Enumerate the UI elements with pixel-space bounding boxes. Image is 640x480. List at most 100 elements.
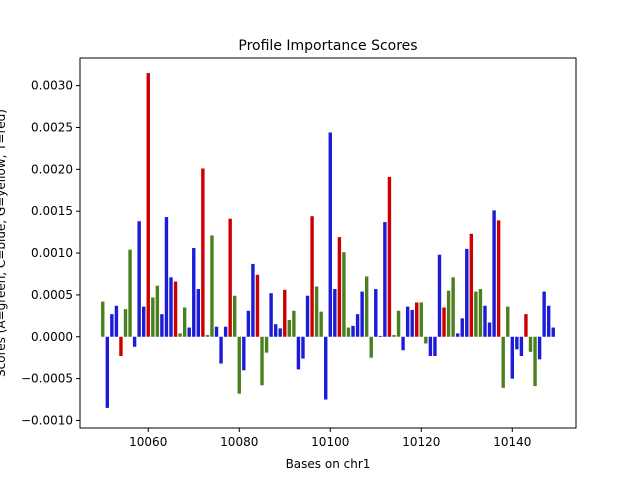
bar-10109 (369, 336, 373, 358)
y-tick-label: 0.0015 (31, 204, 73, 218)
bar-10097 (314, 286, 319, 337)
bar-10095 (305, 295, 310, 337)
bar-10092 (292, 310, 296, 337)
bar-10118 (410, 309, 414, 337)
x-tick-label: 10140 (493, 435, 531, 449)
bar-10129 (460, 318, 464, 337)
bar-10087 (269, 293, 273, 337)
bar-10075 (214, 326, 219, 337)
bar-10050 (101, 301, 105, 337)
bar-10126 (446, 290, 451, 337)
bar-10128 (455, 333, 460, 337)
bar-10082 (246, 310, 251, 337)
bar-10076 (219, 336, 223, 364)
bar-10084 (255, 274, 260, 337)
bar-10088 (273, 324, 278, 337)
bar-10063 (160, 314, 164, 337)
bar-10051 (105, 336, 110, 408)
x-tick-label: 10100 (311, 435, 349, 449)
y-axis-label: Scores (A=green, C=blue, G=yellow, T=red… (0, 109, 8, 377)
bar-10058 (137, 221, 141, 337)
bar-10052 (110, 314, 114, 337)
bar-10137 (496, 220, 501, 337)
bar-10054 (119, 336, 123, 357)
bar-10117 (405, 306, 410, 337)
bar-10108 (364, 276, 369, 337)
bar-10094 (301, 336, 305, 359)
bar-10081 (242, 336, 246, 371)
y-tick-label: 0.0000 (31, 330, 73, 344)
bar-10062 (155, 285, 160, 337)
bar-10064 (164, 217, 169, 337)
bar-10148 (546, 305, 551, 337)
bar-10100 (328, 132, 332, 337)
bar-10106 (355, 314, 360, 337)
bar-10077 (223, 326, 228, 337)
bar-10067 (178, 333, 182, 337)
bar-10144 (528, 336, 533, 352)
bar-10083 (251, 263, 255, 337)
x-tick-label: 10060 (129, 435, 167, 449)
bar-10124 (437, 254, 442, 337)
bar-10089 (278, 328, 282, 337)
y-tick-label: 0.0010 (31, 246, 73, 260)
bar-10107 (360, 291, 364, 337)
bar-10093 (296, 336, 301, 370)
bar-10070 (192, 248, 196, 337)
bar-10061 (151, 297, 155, 337)
y-tick-label: −0.0010 (21, 413, 73, 427)
bar-10069 (187, 327, 191, 337)
bar-10068 (182, 307, 187, 337)
y-tick-label: −0.0005 (21, 372, 73, 386)
bar-10060 (146, 73, 150, 337)
bar-10090 (283, 289, 287, 337)
bar-10110 (374, 289, 378, 337)
bar-10143 (524, 314, 528, 337)
y-tick-label: 0.0025 (31, 120, 73, 134)
bar-10053 (114, 305, 119, 337)
bar-10149 (551, 327, 555, 337)
bar-10103 (342, 252, 346, 337)
bar-10104 (346, 327, 351, 337)
bar-10122 (428, 336, 433, 357)
bar-10112 (383, 222, 387, 337)
bar-10074 (210, 235, 214, 337)
bar-10102 (337, 237, 342, 337)
bar-10140 (510, 336, 514, 379)
bar-10119 (415, 302, 419, 337)
bar-10146 (537, 336, 542, 360)
bar-10132 (474, 291, 478, 337)
bar-10105 (351, 325, 355, 337)
bar-10099 (324, 336, 328, 400)
bar-10080 (237, 336, 241, 394)
bar-10071 (196, 289, 201, 337)
bar-10120 (419, 302, 423, 337)
bar-10135 (487, 322, 492, 337)
bar-10086 (264, 336, 269, 353)
bar-10073 (205, 335, 210, 337)
bar-10136 (492, 210, 496, 337)
plot-frame (79, 57, 577, 429)
bar-10055 (123, 309, 128, 337)
bar-10079 (233, 295, 237, 337)
bar-10096 (310, 216, 314, 337)
bar-10056 (128, 249, 132, 337)
y-tick-label: 0.0030 (31, 79, 73, 93)
chart-title: Profile Importance Scores (238, 38, 417, 54)
bar-10116 (401, 336, 405, 351)
bar-10101 (333, 289, 337, 337)
bar-10085 (260, 336, 264, 386)
bar-10115 (396, 310, 401, 337)
y-tick-label: 0.0005 (31, 288, 73, 302)
bar-10113 (387, 176, 392, 337)
bar-10138 (501, 336, 505, 388)
y-axis-ticks: −0.0010 −0.0005 0.0000 0.0005 0.0010 0.0015 0.… (21, 79, 80, 427)
bar-10123 (433, 336, 437, 357)
bar-10072 (201, 168, 205, 337)
x-axis-ticks: 10060 10080 10100 10120 10140 (129, 428, 531, 449)
bar-10141 (515, 336, 519, 350)
bar-10114 (392, 335, 396, 337)
x-axis-label: Bases on chr1 (286, 457, 371, 471)
x-tick-label: 10120 (402, 435, 440, 449)
